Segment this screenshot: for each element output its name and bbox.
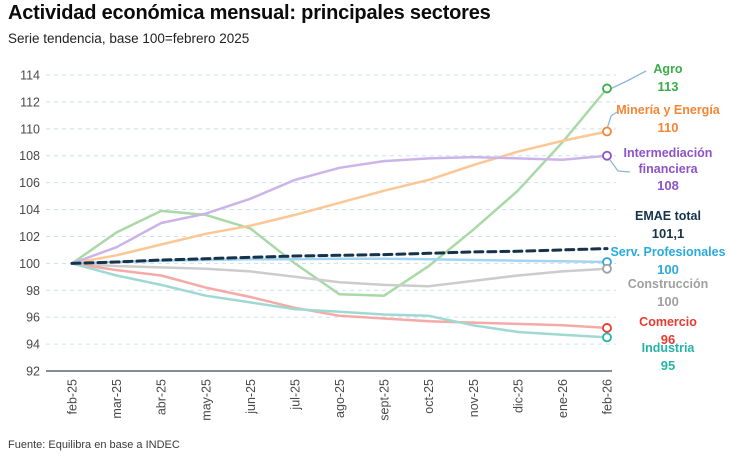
x-tick-label: oct-25	[422, 379, 436, 414]
series-endpoint-mineria	[602, 126, 612, 137]
series-line-mineria	[70, 130, 609, 265]
x-tick-label: ene-26	[556, 379, 570, 418]
chart-subtitle: Serie tendencia, base 100=febrero 2025	[8, 31, 250, 46]
y-tick-label: 106	[19, 176, 40, 190]
series-endpoint-industria	[602, 332, 612, 343]
chart-title: Actividad económica mensual: principales…	[8, 2, 491, 24]
x-tick-label: feb-25	[66, 379, 80, 414]
y-tick-label: 100	[19, 257, 40, 271]
y-tick-label: 92	[26, 365, 40, 379]
y-tick-label: 96	[26, 311, 40, 325]
y-tick-label: 98	[26, 284, 40, 298]
x-tick-label: may-25	[199, 379, 213, 421]
x-tick-label: jul-25	[288, 379, 302, 411]
y-tick-label: 110	[20, 122, 40, 136]
x-tick-label: ago-25	[333, 379, 347, 418]
y-tick-label: 114	[20, 69, 40, 83]
series-line-intermediacion	[70, 154, 609, 265]
y-tick-label: 112	[20, 95, 40, 109]
series-endpoint-agro	[602, 83, 612, 94]
series-line-comercio	[70, 262, 609, 330]
x-tick-label: feb-26	[601, 379, 615, 414]
x-tick-label: nov-25	[467, 379, 481, 417]
label-leader-intermediacion	[609, 159, 631, 173]
x-tick-label: abr-25	[155, 379, 169, 415]
y-tick-label: 102	[19, 230, 40, 244]
series-line-agro	[70, 87, 609, 297]
series-line-emae	[70, 247, 609, 265]
series-endpoint-intermediacion	[602, 150, 612, 161]
series-endpoint-construccion	[602, 263, 612, 274]
x-tick-label: jun-25	[244, 379, 258, 415]
label-leader-agro	[607, 70, 647, 91]
label-leader-mineria	[606, 111, 618, 130]
series-line-industria	[70, 262, 609, 339]
series-line-construccion	[70, 262, 609, 288]
x-tick-label: mar-25	[110, 379, 124, 419]
x-tick-label: sept-25	[378, 379, 392, 421]
y-tick-label: 108	[19, 149, 40, 163]
x-tick-label: dic-25	[511, 379, 525, 413]
y-tick-label: 104	[19, 203, 40, 217]
y-tick-label: 94	[26, 338, 40, 352]
source-note: Fuente: Equilibra en base a INDEC	[8, 439, 180, 451]
series-endpoint-comercio	[602, 323, 612, 333]
series-line-serv	[70, 257, 609, 265]
